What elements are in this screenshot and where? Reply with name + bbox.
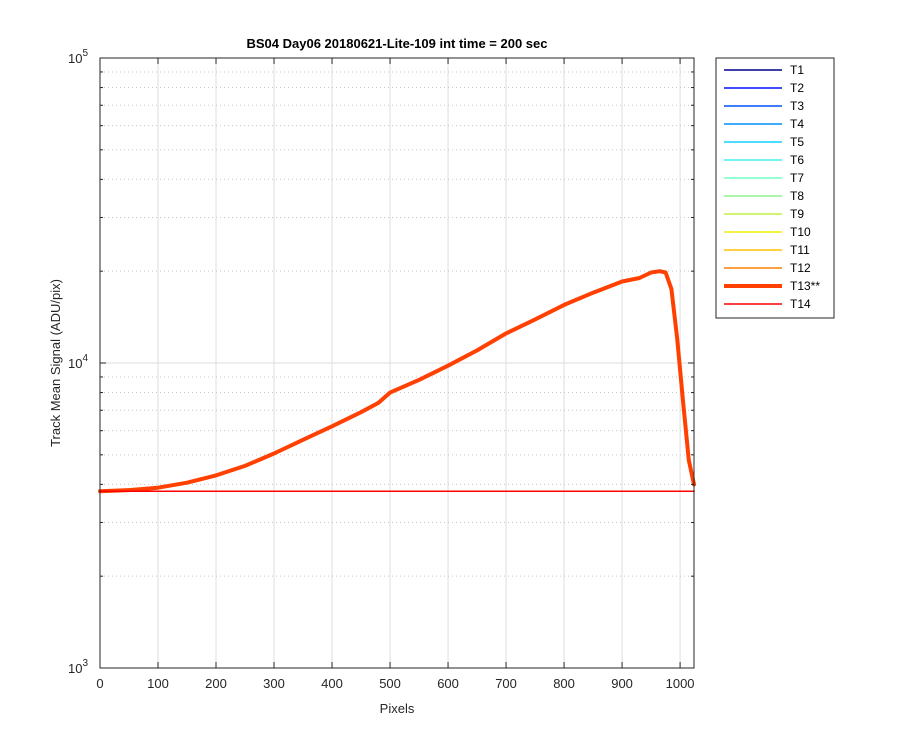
x-tick-label: 100 — [147, 676, 169, 691]
legend: T1 T2 T3 T4 T5 T6 T7 T8 T9 T10 T11 T12 T13** T14 — [715, 57, 835, 319]
legend-label: T8 — [790, 189, 804, 203]
legend-box — [715, 57, 835, 319]
x-tick-label: 300 — [263, 676, 285, 691]
axis-ticks: 0 100 200 300 400 500 600 700 800 900 1000 103 104 10… — [68, 48, 695, 691]
legend-label: T9 — [790, 207, 804, 221]
y-tick-label: 103 — [68, 658, 88, 676]
legend-label: T3 — [790, 99, 804, 113]
x-tick-label: 1000 — [666, 676, 695, 691]
x-tick-label: 800 — [553, 676, 575, 691]
legend-label: T2 — [790, 81, 804, 95]
legend-label: T1 — [790, 63, 804, 77]
x-tick-label: 0 — [96, 676, 103, 691]
legend-label: T14 — [790, 297, 811, 311]
x-tick-label: 400 — [321, 676, 343, 691]
legend-label: T13** — [790, 279, 820, 293]
x-axis-label: Pixels — [380, 701, 415, 716]
legend-label: T12 — [790, 261, 811, 275]
legend-label: T7 — [790, 171, 804, 185]
y-tick-label: 104 — [68, 353, 88, 371]
legend-label: T6 — [790, 153, 804, 167]
chart-title: BS04 Day06 20180621-Lite-109 int time = … — [247, 36, 548, 51]
legend-label: T11 — [790, 243, 810, 257]
x-tick-label: 900 — [611, 676, 633, 691]
y-axis-label: Track Mean Signal (ADU/pix) — [48, 279, 63, 447]
series-line-T13 — [98, 269, 696, 494]
series-lines — [98, 269, 696, 494]
x-tick-label: 600 — [437, 676, 459, 691]
x-tick-label: 500 — [379, 676, 401, 691]
legend-label: T10 — [790, 225, 811, 239]
x-tick-label: 700 — [495, 676, 517, 691]
legend-label: T4 — [790, 117, 804, 131]
x-tick-label: 200 — [205, 676, 227, 691]
grid — [99, 58, 694, 668]
legend-label: T5 — [790, 135, 804, 149]
y-tick-label: 105 — [68, 48, 88, 66]
